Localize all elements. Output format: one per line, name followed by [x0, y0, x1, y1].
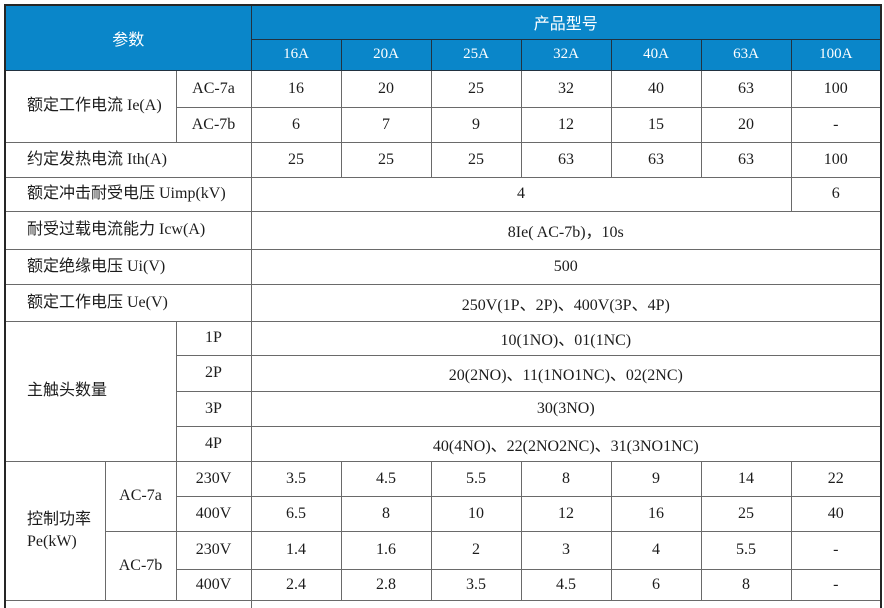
value-cell: 8 — [340, 495, 432, 532]
value-cell: 3.5 — [250, 460, 342, 497]
value-cell-ue: 250V(1P、2P)、400V(3P、4P) — [250, 283, 882, 322]
model-header-25a: 25A — [430, 38, 522, 71]
value-cell: - — [790, 530, 882, 570]
spec-table-container: 参数 产品型号 16A 20A 25A 32A 40A 63A 100A 额定工… — [4, 4, 884, 608]
sub-label-230v: 230V — [175, 530, 252, 570]
value-cell-ui: 500 — [250, 248, 882, 285]
row-label-icw: 耐受过载电流能力 Icw(A) — [4, 210, 252, 250]
sub-label-ac7a: AC-7a — [175, 69, 252, 108]
value-cell: 9 — [430, 106, 522, 143]
value-cell: 16 — [250, 69, 342, 108]
value-cell: 2.4 — [250, 568, 342, 601]
value-cell: 6.5 — [250, 495, 342, 532]
product-spec-table: 参数 产品型号 16A 20A 25A 32A 40A 63A 100A 额定工… — [4, 4, 883, 608]
value-cell: 2.8 — [340, 568, 432, 601]
value-cell: 100 — [790, 69, 882, 108]
value-cell: 1.4 — [250, 530, 342, 570]
sub-label-1p: 1P — [175, 320, 252, 356]
row-label-power: 控制功率 Pe(kW) — [4, 460, 106, 601]
value-cell-uimp-main: 4 — [250, 176, 792, 212]
value-cell: 8 — [700, 568, 792, 601]
value-cell: 2 — [430, 530, 522, 570]
row-label-ue: 额定工作电压 Ue(V) — [4, 283, 252, 322]
model-header-100a: 100A — [790, 38, 882, 71]
value-cell: 20 — [700, 106, 792, 143]
value-cell-2p: 20(2NO)、11(1NO1NC)、02(2NC) — [250, 354, 882, 392]
value-cell: 8 — [520, 460, 612, 497]
value-cell: 9 — [610, 460, 702, 497]
sub-label-power-ac7b: AC-7b — [104, 530, 177, 601]
value-cell-icw: 8Ie( AC-7b)，10s — [250, 210, 882, 250]
value-cell-4p: 40(4NO)、22(2NO2NC)、31(3NO1NC) — [250, 425, 882, 462]
value-cell: 5.5 — [430, 460, 522, 497]
value-cell: 4 — [610, 530, 702, 570]
row-label-ui: 额定绝缘电压 Ui(V) — [4, 248, 252, 285]
sub-label-230v: 230V — [175, 460, 252, 497]
value-cell: 14 — [700, 460, 792, 497]
value-cell: 63 — [610, 141, 702, 178]
value-cell: 63 — [700, 69, 792, 108]
value-cell: 12 — [520, 106, 612, 143]
sub-label-2p: 2P — [175, 354, 252, 392]
sub-label-400v: 400V — [175, 495, 252, 532]
value-cell: 40 — [790, 495, 882, 532]
value-cell: 40 — [610, 69, 702, 108]
value-cell: 12 — [520, 495, 612, 532]
row-label-ith: 约定发热电流 Ith(A) — [4, 141, 252, 178]
value-cell: 6 — [250, 106, 342, 143]
value-cell: 4.5 — [520, 568, 612, 601]
value-cell: 25 — [700, 495, 792, 532]
param-header: 参数 — [4, 4, 252, 71]
value-cell: 63 — [520, 141, 612, 178]
model-header-16a: 16A — [250, 38, 342, 71]
row-label-uimp: 额定冲击耐受电压 Uimp(kV) — [4, 176, 252, 212]
value-cell: 22 — [790, 460, 882, 497]
value-cell: 3.5 — [430, 568, 522, 601]
value-cell-1p: 10(1NO)、01(1NC) — [250, 320, 882, 356]
value-cell: 4.5 — [340, 460, 432, 497]
clipped-row — [4, 599, 882, 608]
row-label-ie: 额定工作电流 Ie(A) — [4, 69, 177, 143]
value-cell: - — [790, 106, 882, 143]
sub-label-4p: 4P — [175, 425, 252, 462]
row-label-contacts: 主触头数量 — [4, 320, 177, 462]
value-cell: 25 — [250, 141, 342, 178]
model-header-20a: 20A — [340, 38, 432, 71]
model-header-32a: 32A — [520, 38, 612, 71]
model-group-header: 产品型号 — [250, 4, 882, 40]
value-cell-uimp-100a: 6 — [790, 176, 882, 212]
value-cell: 25 — [430, 69, 522, 108]
clipped-cell — [4, 599, 252, 608]
value-cell: 5.5 — [700, 530, 792, 570]
value-cell: 7 — [340, 106, 432, 143]
value-cell: - — [790, 568, 882, 601]
value-cell: 1.6 — [340, 530, 432, 570]
clipped-cell — [250, 599, 882, 608]
sub-label-3p: 3P — [175, 390, 252, 427]
value-cell-3p: 30(3NO) — [250, 390, 882, 427]
sub-label-ac7b: AC-7b — [175, 106, 252, 143]
sub-label-power-ac7a: AC-7a — [104, 460, 177, 532]
value-cell: 32 — [520, 69, 612, 108]
value-cell: 6 — [610, 568, 702, 601]
model-header-63a: 63A — [700, 38, 792, 71]
sub-label-400v: 400V — [175, 568, 252, 601]
value-cell: 25 — [430, 141, 522, 178]
value-cell: 25 — [340, 141, 432, 178]
value-cell: 10 — [430, 495, 522, 532]
value-cell: 15 — [610, 106, 702, 143]
value-cell: 100 — [790, 141, 882, 178]
model-header-40a: 40A — [610, 38, 702, 71]
value-cell: 20 — [340, 69, 432, 108]
value-cell: 16 — [610, 495, 702, 532]
value-cell: 3 — [520, 530, 612, 570]
value-cell: 63 — [700, 141, 792, 178]
